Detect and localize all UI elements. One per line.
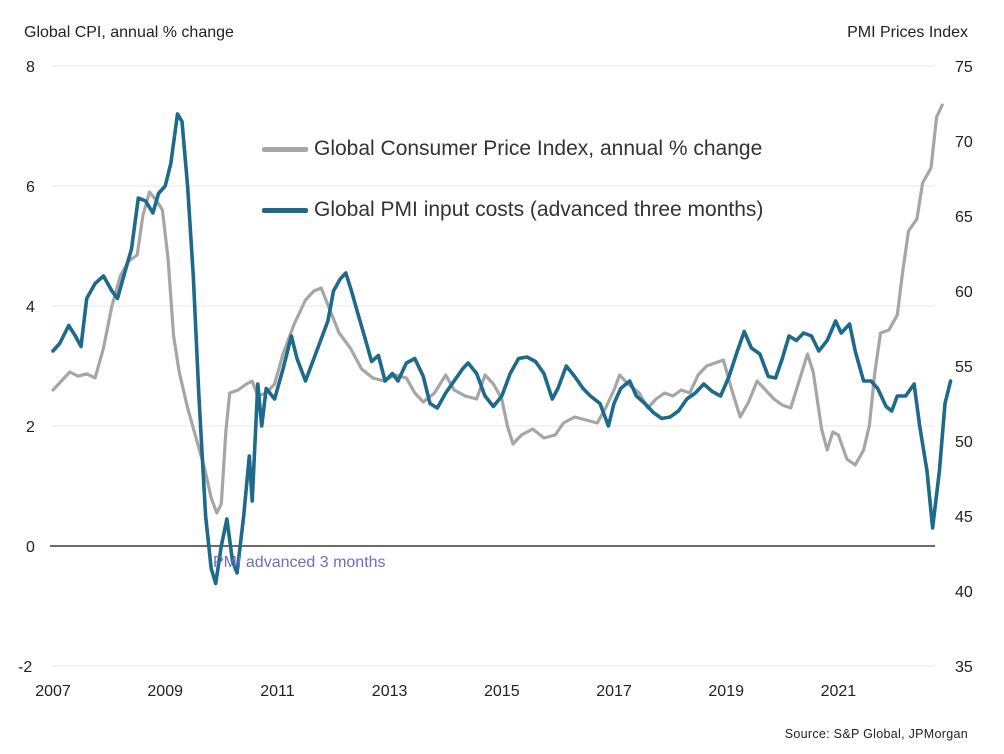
- left-axis-title: Global CPI, annual % change: [24, 24, 234, 41]
- x-tick-label: 2011: [260, 683, 295, 700]
- legend-item-cpi: Global Consumer Price Index, annual % ch…: [262, 134, 763, 164]
- left-tick-label: -2: [18, 659, 32, 676]
- source-note: Source: S&P Global, JPMorgan: [784, 727, 968, 741]
- x-tick-label: 2021: [821, 683, 857, 700]
- series-line-cpi: [51, 103, 944, 515]
- left-axis-ticks: -2 0 2 4 6 8: [18, 59, 35, 676]
- right-axis-ticks: 35 40 45 50 55 60 65 70 75: [955, 59, 973, 676]
- x-tick-label: 2009: [147, 683, 183, 700]
- x-tick-label: 2019: [708, 683, 744, 700]
- legend-label-pmi: Global PMI input costs (advanced three m…: [314, 198, 764, 221]
- x-tick-label: 2015: [484, 683, 520, 700]
- right-tick-label: 55: [955, 359, 973, 376]
- left-tick-label: 4: [26, 299, 35, 316]
- x-axis-ticks: 2007 2009 2011 2013 2015 2017 2019 2021: [35, 683, 856, 700]
- x-tick-label: 2017: [596, 683, 632, 700]
- legend-swatch-cpi: [262, 146, 308, 152]
- series-group: [51, 103, 953, 586]
- left-tick-label: 2: [26, 419, 35, 436]
- left-tick-label: 0: [26, 539, 35, 556]
- right-tick-label: 50: [955, 434, 973, 451]
- right-tick-label: 60: [955, 284, 973, 301]
- left-tick-label: 8: [26, 59, 35, 76]
- right-tick-label: 35: [955, 659, 973, 676]
- pmi-advanced-annotation: PMI advanced 3 months: [213, 554, 386, 571]
- left-tick-label: 6: [26, 179, 35, 196]
- right-tick-label: 40: [955, 584, 973, 601]
- right-tick-label: 70: [955, 134, 973, 151]
- series-line-pmi: [51, 112, 953, 586]
- legend-swatch-pmi: [262, 207, 308, 213]
- right-axis-title: PMI Prices Index: [847, 24, 968, 41]
- legend: Global Consumer Price Index, annual % ch…: [262, 134, 763, 256]
- x-tick-label: 2013: [372, 683, 408, 700]
- legend-label-cpi: Global Consumer Price Index, annual % ch…: [314, 137, 763, 160]
- right-tick-label: 75: [955, 59, 973, 76]
- right-tick-label: 45: [955, 509, 973, 526]
- x-tick-label: 2007: [35, 683, 71, 700]
- right-tick-label: 65: [955, 209, 973, 226]
- legend-item-pmi: Global PMI input costs (advanced three m…: [262, 195, 763, 225]
